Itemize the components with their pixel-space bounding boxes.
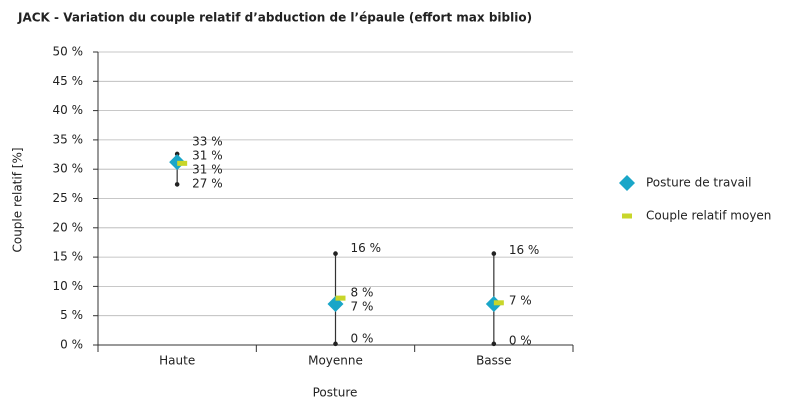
mean-marker (335, 295, 346, 301)
x-tick-label: Moyenne (308, 354, 363, 368)
y-tick-label: 35 % (53, 132, 84, 146)
chart-title: JACK - Variation du couple relatif d’abd… (17, 11, 532, 25)
y-tick-label: 10 % (53, 279, 84, 293)
value-label: 16 % (351, 241, 382, 255)
value-label: 33 % (192, 134, 223, 148)
y-tick-label: 15 % (53, 250, 84, 264)
legend-label: Posture de travail (646, 176, 752, 190)
x-tick-label: Haute (159, 354, 195, 368)
min-point (174, 182, 180, 187)
value-label: 27 % (192, 176, 223, 190)
min-point (491, 341, 497, 347)
y-tick-label: 45 % (53, 74, 84, 88)
y-tick-label: 0 % (60, 338, 83, 352)
value-label: 8 % (351, 286, 374, 300)
y-tick-label: 30 % (53, 162, 84, 176)
y-tick-label: 40 % (53, 103, 84, 117)
legend-label: Couple relatif moyen (646, 209, 771, 223)
max-point (491, 251, 497, 256)
max-point (174, 151, 180, 157)
legend-marker (622, 213, 632, 219)
y-tick-label: 25 % (53, 191, 84, 205)
x-axis-label: Posture (313, 386, 358, 400)
mean-marker (177, 160, 188, 166)
y-tick-label: 5 % (60, 308, 83, 322)
min-point (333, 341, 338, 347)
value-label: 16 % (509, 243, 540, 257)
value-label: 31 % (192, 148, 223, 162)
y-axis-label: Couple relatif [%] (11, 147, 25, 252)
value-label: 0 % (351, 331, 374, 345)
y-tick-label: 50 % (53, 45, 84, 59)
value-label: 7 % (509, 293, 532, 307)
value-label: 31 % (192, 162, 223, 176)
mean-marker (493, 300, 504, 306)
y-tick-label: 20 % (53, 220, 84, 234)
value-label: 0 % (509, 333, 532, 347)
legend-marker (619, 175, 635, 191)
value-label: 7 % (351, 300, 374, 314)
x-tick-label: Basse (476, 354, 511, 368)
max-point (333, 251, 338, 256)
